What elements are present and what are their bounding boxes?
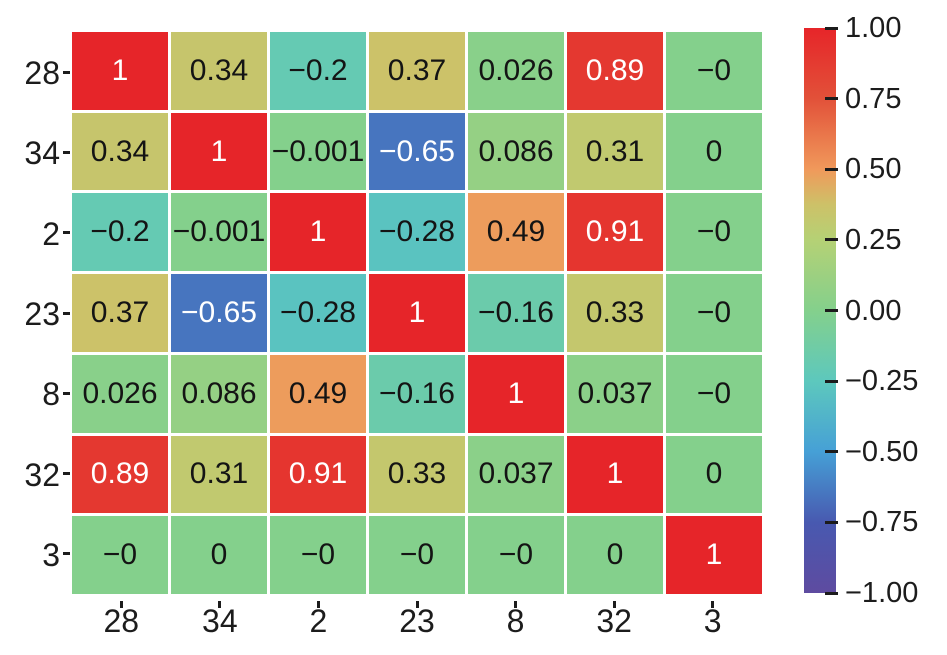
colorbar-tick-label: −0.25 [845, 365, 919, 398]
x-tick-label: 23 [399, 603, 435, 639]
colorbar-tick-mark [825, 520, 838, 524]
colorbar-tick-mark [825, 379, 838, 383]
heatmap-cell: −0.65 [171, 274, 267, 352]
heatmap-cell: 0.026 [468, 32, 564, 110]
colorbar-tick-mark [825, 591, 838, 595]
y-tick-label: 34 [24, 135, 60, 172]
x-tick-label: 2 [309, 603, 328, 639]
heatmap-cell: −0 [666, 193, 762, 272]
heatmap-cell: −0 [666, 354, 762, 433]
heatmap-cell: −0.65 [369, 112, 465, 191]
heatmap-cell: 0.34 [72, 112, 168, 191]
heatmap-cell: −0 [369, 516, 465, 594]
heatmap-cell: 0 [567, 516, 663, 594]
heatmap-cell: 0.33 [567, 274, 663, 352]
y-tick-mark [63, 552, 70, 556]
colorbar-tick-label: 0.00 [845, 294, 902, 327]
heatmap-cell: 0.037 [567, 354, 663, 433]
x-tick-label: 32 [596, 603, 632, 639]
colorbar-tick-mark [825, 167, 838, 171]
heatmap-cell: 0 [666, 435, 762, 514]
heatmap-cell: 0.037 [468, 435, 564, 514]
heatmap-cell: 1 [567, 435, 663, 514]
heatmap-cell: 0.37 [72, 274, 168, 352]
y-tick-mark [63, 150, 70, 154]
heatmap-cell: 1 [666, 516, 762, 594]
heatmap-cell: 0 [666, 112, 762, 191]
heatmap-cell: −0.16 [369, 354, 465, 433]
x-tick-mark [711, 601, 715, 608]
heatmap-cell: 0.91 [567, 193, 663, 272]
heatmap-cell: −0.16 [468, 274, 564, 352]
y-tick-label: 32 [24, 456, 60, 493]
heatmap-cell: −0 [666, 32, 762, 110]
heatmap-cell: 1 [270, 193, 366, 272]
y-tick-mark [63, 231, 70, 235]
y-tick-mark [63, 472, 70, 476]
x-tick-mark [612, 601, 616, 608]
heatmap-cell: 0.49 [270, 354, 366, 433]
x-tick-mark [514, 601, 518, 608]
heatmap-cell: 0.086 [171, 354, 267, 433]
y-tick-mark [63, 70, 70, 74]
x-tick-mark [415, 601, 419, 608]
heatmap-cell: −0.28 [369, 193, 465, 272]
heatmap-cell: −0.001 [171, 193, 267, 272]
x-tick-label: 34 [202, 603, 238, 639]
y-tick-label: 23 [24, 296, 60, 332]
colorbar-tick-mark [825, 26, 838, 30]
heatmap-cell: −0.001 [270, 112, 366, 191]
colorbar-tick-mark [825, 97, 838, 101]
x-tick-mark [316, 601, 320, 608]
y-tick-label: 8 [42, 376, 60, 413]
y-tick-label: 2 [42, 215, 60, 252]
heatmap-cell: 0.89 [567, 32, 663, 110]
heatmap-cell: 0.31 [567, 112, 663, 191]
heatmap-cell: 0.89 [72, 435, 168, 514]
heatmap-cell: 0.086 [468, 112, 564, 191]
y-tick-mark [63, 391, 70, 395]
x-tick-label: 28 [103, 603, 140, 639]
heatmap-cell: −0 [468, 516, 564, 594]
x-tick-mark [119, 601, 123, 608]
heatmap-cell: −0.28 [270, 274, 366, 352]
colorbar-tick-label: −1.00 [845, 577, 919, 609]
heatmap-cell: 1 [369, 274, 465, 352]
heatmap-cell: 1 [468, 354, 564, 433]
heatmap-cell: −0 [270, 516, 366, 594]
heatmap: 1 0.34 −0.2 0.37 0.026 0.89 −0 0.34 1 −0.001 −0.65… [72, 32, 762, 594]
heatmap-cell: 0.91 [270, 435, 366, 514]
x-tick-label: 3 [703, 603, 722, 639]
heatmap-cell: −0.2 [72, 193, 168, 272]
heatmap-cell: 0.34 [171, 32, 267, 110]
colorbar-tick-label: 1.00 [845, 12, 902, 44]
heatmap-cell: 1 [72, 32, 168, 110]
colorbar-tick-mark [825, 309, 838, 312]
heatmap-cell: −0 [72, 516, 168, 594]
x-tick-mark [218, 601, 222, 608]
colorbar-tick-mark [825, 238, 838, 242]
heatmap-cell: 0.37 [369, 32, 465, 110]
colorbar-tick-label: 0.25 [845, 223, 902, 256]
y-tick-label: 28 [24, 55, 60, 92]
colorbar-tick-mark [825, 450, 838, 454]
colorbar-tick-label: −0.75 [845, 506, 919, 539]
x-tick-label: 8 [506, 603, 525, 639]
y-tick-label: 3 [42, 536, 60, 573]
heatmap-cell: 0.026 [72, 354, 168, 433]
heatmap-cell: −0 [666, 274, 762, 352]
heatmap-cell: 1 [171, 112, 267, 191]
heatmap-cell: 0.31 [171, 435, 267, 514]
heatmap-cell: 0.49 [468, 193, 564, 272]
colorbar-tick-label: 0.50 [845, 153, 902, 186]
heatmap-cell: −0.2 [270, 32, 366, 110]
colorbar-tick-label: −0.50 [845, 435, 919, 468]
y-tick-mark [63, 311, 70, 315]
heatmap-cell: 0.33 [369, 435, 465, 514]
colorbar-tick-label: 0.75 [845, 82, 902, 115]
heatmap-cell: 0 [171, 516, 267, 594]
